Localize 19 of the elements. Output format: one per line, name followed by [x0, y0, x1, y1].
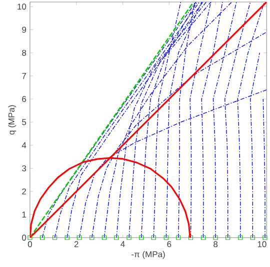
- x-tick-label: 4: [120, 241, 125, 248]
- y-tick-label: 7: [22, 73, 26, 80]
- x-tick-label: 8: [214, 241, 218, 248]
- y-tick-label: 9: [22, 26, 26, 33]
- y-tick-label: 6: [22, 96, 26, 102]
- y-axis-title: q (MPa): [8, 105, 16, 135]
- y-tick-label: 1: [22, 212, 26, 218]
- y-tick-label: 10: [18, 4, 26, 10]
- y-tick-label: 8: [22, 50, 26, 56]
- x-axis-title: -π (MPa): [132, 251, 165, 260]
- x-tick-label: 6: [167, 241, 172, 248]
- y-tick-label: 5: [22, 119, 26, 126]
- x-tick-label: 0: [28, 241, 32, 248]
- x-tick-label: 2: [74, 241, 78, 248]
- y-tick-label: 2: [22, 188, 26, 195]
- y-tick-label: 0: [22, 234, 26, 241]
- x-tick-label: 10: [258, 241, 266, 248]
- y-tick-label: 3: [22, 166, 26, 172]
- y-tick-label: 4: [22, 142, 26, 148]
